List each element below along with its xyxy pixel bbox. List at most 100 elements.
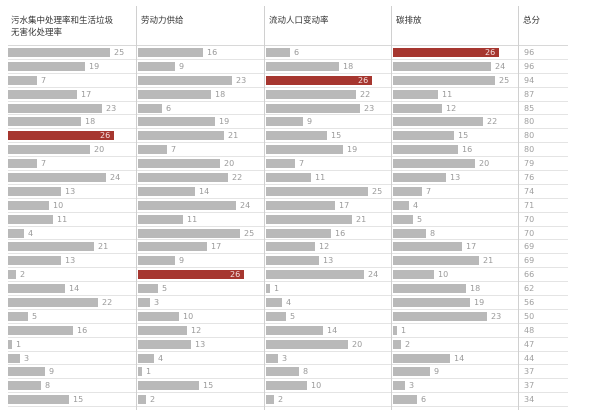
rank-bar xyxy=(138,353,154,363)
rank-bar xyxy=(393,131,454,141)
header-total-label: 总分 xyxy=(523,16,541,26)
rank-value: 21 xyxy=(356,214,367,224)
rank-value: 8 xyxy=(45,381,51,391)
rank-bar xyxy=(266,159,295,169)
rank-bar xyxy=(393,228,426,238)
table-row: 10 24 17 4 71 xyxy=(8,199,568,213)
rank-value: 3 xyxy=(24,353,30,363)
rank-bar xyxy=(266,228,331,238)
total-score: 37 xyxy=(524,381,535,391)
rank-value: 22 xyxy=(232,173,243,183)
rank-bar xyxy=(8,89,77,99)
table-row: 8 15 10 3 37 xyxy=(8,379,568,394)
rank-value: 5 xyxy=(417,214,423,224)
rank-bar xyxy=(8,395,69,405)
rank-value: 22 xyxy=(102,298,113,308)
rank-value: 22 xyxy=(360,89,371,99)
table-row: 14 5 1 18 62 xyxy=(8,282,568,297)
rank-bar xyxy=(266,256,319,266)
header-carbon: 碳排放 xyxy=(393,6,518,45)
rank-value: 13 xyxy=(65,186,76,196)
table-row: 20 7 19 16 80 xyxy=(8,143,568,158)
rank-value: 7 xyxy=(171,145,177,155)
rank-bar xyxy=(266,367,299,377)
rank-value: 20 xyxy=(479,159,490,169)
rank-bar xyxy=(138,145,167,155)
rank-bar xyxy=(266,325,323,335)
column-divider xyxy=(264,6,265,410)
rank-bar xyxy=(393,75,495,85)
rank-value: 21 xyxy=(98,242,109,252)
rank-bar xyxy=(8,186,61,196)
rank-bar xyxy=(393,159,475,169)
rank-bar xyxy=(266,117,303,127)
total-score: 44 xyxy=(524,353,535,363)
rank-value: 19 xyxy=(347,145,358,155)
rank-value: 21 xyxy=(228,131,239,141)
rank-value: 20 xyxy=(224,159,235,169)
rank-value: 10 xyxy=(53,200,64,210)
rank-value: 7 xyxy=(426,186,432,196)
rank-bar xyxy=(393,284,466,294)
rank-bar xyxy=(266,339,348,349)
total-score: 70 xyxy=(524,214,535,224)
rank-bar xyxy=(393,242,462,252)
rank-bar xyxy=(393,381,405,391)
rank-value: 10 xyxy=(183,311,194,321)
rank-value: 14 xyxy=(69,284,80,294)
rank-bar xyxy=(138,48,203,57)
total-score: 56 xyxy=(524,298,535,308)
rank-value: 6 xyxy=(421,395,427,405)
table-header: 污水集中处理率和生活垃圾 无害化处理率 劳动力供给 流动人口变动率 碳排放 总分 xyxy=(8,6,568,46)
rank-value: 1 xyxy=(16,339,22,349)
rank-value: 15 xyxy=(458,131,469,141)
rank-bar xyxy=(8,284,65,294)
rank-value: 17 xyxy=(466,242,477,252)
rank-value: 13 xyxy=(323,256,334,266)
rank-bar xyxy=(8,145,90,155)
rank-value: 26 xyxy=(358,75,369,85)
rank-bar xyxy=(138,131,224,141)
rank-bar xyxy=(266,61,339,71)
table-row: 24 22 11 13 76 xyxy=(8,171,568,185)
rank-value: 15 xyxy=(203,381,214,391)
total-score: 79 xyxy=(524,159,535,169)
rank-value: 5 xyxy=(162,284,168,294)
rank-value: 9 xyxy=(179,61,185,71)
rank-value: 15 xyxy=(73,395,84,405)
header-labor-label: 劳动力供给 xyxy=(141,16,184,26)
total-score: 96 xyxy=(524,61,535,71)
table-row: 3 4 3 14 44 xyxy=(8,352,568,366)
rank-value: 3 xyxy=(409,381,415,391)
rank-value: 25 xyxy=(499,75,510,85)
rank-value: 7 xyxy=(299,159,305,169)
header-sewage-line2: 无害化处理率 xyxy=(11,28,63,38)
rank-value: 6 xyxy=(294,48,300,57)
rank-bar xyxy=(393,200,409,210)
rank-value: 4 xyxy=(286,298,292,308)
table-row: 18 19 9 22 80 xyxy=(8,115,568,130)
rank-bar xyxy=(138,173,228,183)
rank-value: 10 xyxy=(438,270,449,280)
table-row: 25 16 6 26 96 xyxy=(8,46,568,60)
rank-value: 11 xyxy=(57,214,68,224)
rank-value: 18 xyxy=(470,284,481,294)
total-score: 96 xyxy=(524,48,535,57)
rank-value: 2 xyxy=(405,339,411,349)
highlight-bar xyxy=(266,75,372,85)
rank-bar xyxy=(393,103,442,113)
rank-value: 2 xyxy=(150,395,156,405)
rank-value: 21 xyxy=(483,256,494,266)
table-row: 11 11 21 5 70 xyxy=(8,213,568,227)
rank-bar xyxy=(8,103,102,113)
rank-value: 1 xyxy=(274,284,280,294)
rank-value: 11 xyxy=(315,173,326,183)
total-score: 76 xyxy=(524,173,535,183)
table-row: 19 9 18 24 96 xyxy=(8,60,568,74)
column-divider xyxy=(518,6,519,410)
rank-bar xyxy=(138,103,162,113)
rank-value: 12 xyxy=(446,103,457,113)
rank-bar xyxy=(138,311,179,321)
rank-bar xyxy=(266,214,352,224)
rank-bar xyxy=(393,353,450,363)
